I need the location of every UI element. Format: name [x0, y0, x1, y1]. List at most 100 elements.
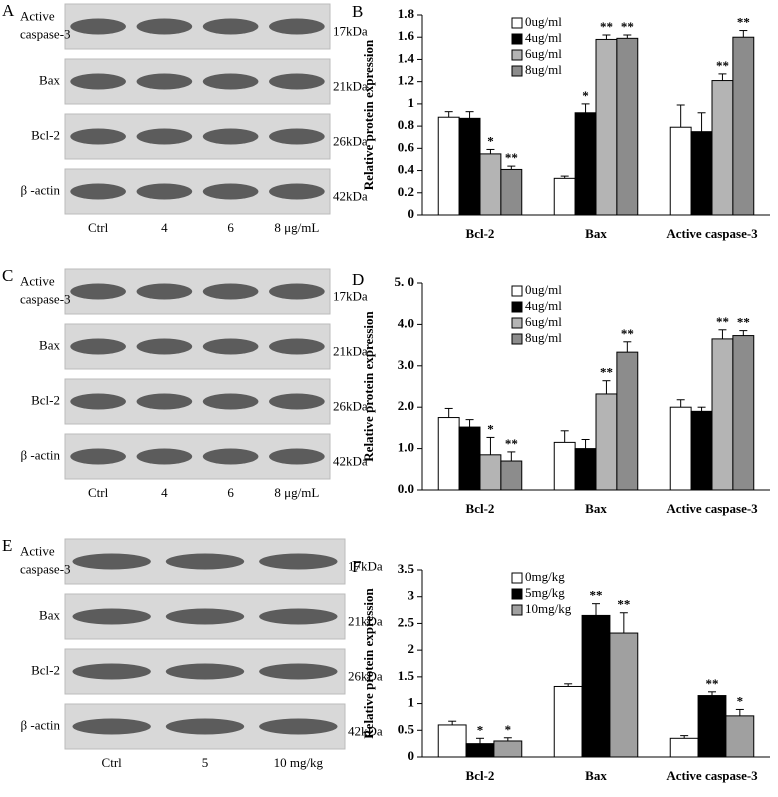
blot-band — [72, 553, 151, 570]
y-tick-label: 3 — [408, 588, 415, 603]
significance: ** — [737, 15, 750, 30]
blot-band — [136, 283, 193, 300]
bar — [574, 448, 597, 491]
blot-band — [72, 608, 151, 625]
bar — [690, 131, 713, 216]
blot-band — [202, 283, 259, 300]
y-tick-label: 1.4 — [398, 50, 415, 65]
bar — [553, 685, 583, 758]
blot-band — [269, 18, 325, 35]
y-tick-label: 0.0 — [398, 481, 414, 496]
significance: * — [737, 693, 744, 708]
row-label: Bax — [39, 72, 60, 87]
significance: ** — [505, 436, 518, 451]
bar — [437, 116, 460, 216]
significance: ** — [617, 597, 630, 612]
y-tick-label: 4.0 — [398, 315, 414, 330]
panel-letter: B — [352, 2, 363, 21]
bar — [732, 36, 755, 216]
blot-band — [136, 73, 193, 90]
blot-band — [70, 73, 126, 90]
significance: ** — [716, 314, 729, 329]
blot-band — [136, 448, 193, 465]
legend-swatch — [511, 588, 523, 600]
bar — [669, 406, 692, 491]
lane-label: 4 — [161, 220, 168, 235]
bar — [690, 410, 713, 491]
y-tick-label: 1.2 — [398, 73, 414, 88]
blot-band — [70, 128, 126, 145]
bar — [595, 393, 618, 491]
y-axis-label: Relative protein expression — [361, 311, 376, 462]
x-tick-label: Bcl-2 — [466, 501, 495, 516]
significance: * — [505, 722, 512, 737]
legend-label: 10mg/kg — [525, 601, 572, 616]
legend-label: 8ug/ml — [525, 330, 562, 345]
x-tick-label: Bax — [585, 768, 607, 783]
row-label: caspase-3 — [20, 291, 71, 306]
bar — [437, 724, 467, 758]
row-label: β -actin — [21, 717, 61, 732]
blot-band — [70, 183, 126, 200]
blot-band — [269, 73, 325, 90]
significance: * — [487, 133, 494, 148]
y-axis-label: Relative protein expression — [361, 588, 376, 739]
x-tick-label: Active caspase-3 — [666, 501, 758, 516]
legend-label: 8ug/ml — [525, 62, 562, 77]
blot-band — [269, 283, 325, 300]
y-tick-label: 0 — [408, 748, 415, 763]
blot-band — [259, 608, 338, 625]
bar — [669, 126, 692, 216]
y-axis-label: Relative protein expression — [361, 39, 376, 190]
lane-label: 5 — [202, 755, 209, 770]
bar — [595, 38, 618, 216]
blot-band — [136, 18, 193, 35]
blot-band — [202, 183, 259, 200]
legend-label: 4ug/ml — [525, 298, 562, 313]
legend-swatch — [511, 604, 523, 616]
significance: ** — [590, 588, 603, 603]
blot-band — [259, 718, 338, 735]
row-label: caspase-3 — [20, 561, 71, 576]
legend-label: 4ug/ml — [525, 30, 562, 45]
kda-label: 26kDa — [348, 668, 383, 683]
lane-label: Ctrl — [88, 220, 109, 235]
y-tick-label: 0.6 — [398, 139, 415, 154]
lane-label: 4 — [161, 485, 168, 500]
panel-letter: F — [352, 557, 361, 576]
panel-letter: E — [2, 536, 12, 555]
kda-label: 17kDa — [333, 23, 368, 38]
y-tick-label: 3.5 — [398, 561, 415, 576]
kda-label: 42kDa — [333, 188, 368, 203]
y-tick-label: 1 — [408, 695, 415, 710]
row-label: Active — [20, 543, 55, 558]
significance: ** — [600, 365, 613, 380]
bar — [581, 614, 611, 758]
row-label: Bax — [39, 337, 60, 352]
legend-label: 5mg/kg — [525, 585, 565, 600]
blot-band — [70, 448, 126, 465]
blot-band — [202, 448, 259, 465]
y-tick-label: 0.4 — [398, 162, 415, 177]
blot-band — [165, 608, 245, 625]
y-tick-label: 0.5 — [398, 721, 415, 736]
bar — [493, 740, 523, 758]
legend-swatch — [511, 65, 523, 77]
bar — [711, 80, 734, 216]
blot-band — [165, 663, 245, 680]
significance: ** — [621, 19, 634, 34]
panel-letter: A — [2, 1, 15, 20]
significance: ** — [600, 19, 613, 34]
lane-label: Ctrl — [88, 485, 109, 500]
legend-label: 6ug/ml — [525, 314, 562, 329]
blot-band — [165, 553, 245, 570]
y-tick-label: 0.8 — [398, 117, 415, 132]
legend-swatch — [511, 285, 523, 297]
legend-swatch — [511, 49, 523, 61]
x-tick-label: Bcl-2 — [466, 226, 495, 241]
blot-band — [136, 183, 193, 200]
blot-band — [165, 718, 245, 735]
legend-swatch — [511, 572, 523, 584]
significance: * — [477, 722, 484, 737]
